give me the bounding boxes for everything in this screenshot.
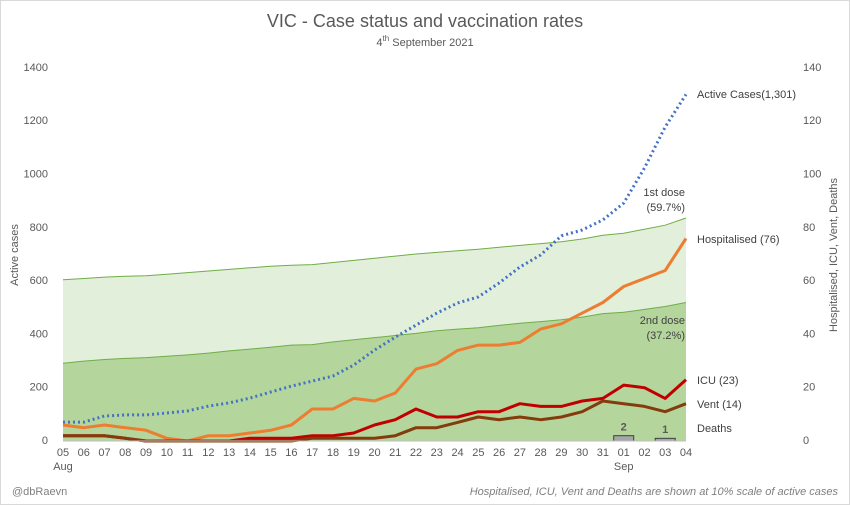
- x-tick-label: 28: [535, 447, 547, 459]
- x-tick-label: 19: [348, 447, 360, 459]
- y-tick-label: 1000: [24, 168, 48, 180]
- y2-tick-label: 0: [803, 435, 809, 447]
- y-tick-label: 1200: [24, 115, 48, 127]
- series-label: (59.7%): [646, 202, 685, 214]
- y2-tick-label: 140: [803, 62, 821, 74]
- x-tick-label: 05: [57, 447, 69, 459]
- x-tick-label: 18: [327, 447, 339, 459]
- x-tick-label: 12: [202, 447, 214, 459]
- y2-tick-label: 20: [803, 382, 815, 394]
- series-label: 1st dose: [643, 187, 685, 199]
- area-line: [62, 302, 687, 364]
- x-month-label: Aug: [53, 461, 73, 473]
- x-tick-label: 14: [244, 447, 256, 459]
- x-tick-label: 13: [223, 447, 235, 459]
- footnote: Hospitalised, ICU, Vent and Deaths are s…: [470, 486, 839, 498]
- bar: [613, 435, 635, 442]
- series-label: Vent (14): [697, 399, 742, 411]
- x-tick-label: 17: [306, 447, 318, 459]
- y2-tick-label: 60: [803, 275, 815, 287]
- line: [62, 237, 688, 443]
- x-tick-label: 31: [597, 447, 609, 459]
- series-label: ICU (23): [697, 375, 739, 387]
- y-tick-label: 200: [30, 382, 48, 394]
- series-label: Active Cases(1,301): [697, 89, 796, 101]
- y2-tick-label: 120: [803, 115, 821, 127]
- x-tick-label: 26: [493, 447, 505, 459]
- x-tick-label: 02: [638, 447, 650, 459]
- x-tick-label: 07: [98, 447, 110, 459]
- subtitle-rest: September 2021: [389, 37, 473, 49]
- area-line: [62, 217, 687, 281]
- x-tick-label: 27: [514, 447, 526, 459]
- line: [63, 93, 688, 424]
- y2-tick-label: 80: [803, 222, 815, 234]
- y2-tick-label: 100: [803, 168, 821, 180]
- subtitle-suffix: th: [383, 34, 390, 43]
- data-label: 1: [662, 424, 668, 436]
- y-axis-title: Active cases: [9, 224, 21, 286]
- y-tick-label: 0: [42, 435, 48, 447]
- y-tick-label: 600: [30, 275, 48, 287]
- x-tick-label: 11: [182, 447, 193, 459]
- chart-title: VIC - Case status and vaccination rates: [267, 11, 583, 31]
- x-tick-label: 25: [472, 447, 484, 459]
- data-label: 2: [621, 422, 627, 434]
- x-tick-label: 09: [140, 447, 152, 459]
- x-tick-label: 08: [119, 447, 131, 459]
- chart-subtitle: 4th September 2021: [376, 34, 473, 49]
- x-tick-label: 24: [451, 447, 463, 459]
- y-tick-label: 1400: [24, 62, 48, 74]
- x-tick-label: 20: [368, 447, 380, 459]
- y-tick-label: 400: [30, 328, 48, 340]
- x-tick-label: 23: [431, 447, 443, 459]
- series-label: 2nd dose: [640, 315, 685, 327]
- series-label: Hospitalised (76): [697, 234, 780, 246]
- x-tick-label: 01: [618, 447, 630, 459]
- x-tick-label: 06: [78, 447, 90, 459]
- x-tick-label: 15: [265, 447, 277, 459]
- x-month-label: Sep: [614, 461, 634, 473]
- x-tick-label: 04: [680, 447, 692, 459]
- series-label: (37.2%): [646, 330, 685, 342]
- x-tick-label: 29: [555, 447, 567, 459]
- x-tick-label: 30: [576, 447, 588, 459]
- subtitle-day: 4: [376, 37, 382, 49]
- x-tick-label: 03: [659, 447, 671, 459]
- y2-tick-label: 40: [803, 328, 815, 340]
- y2-axis-title: Hospitalised, ICU, Vent, Deaths: [828, 177, 840, 332]
- series-label: Deaths: [697, 423, 732, 435]
- x-tick-label: 21: [389, 447, 401, 459]
- x-tick-label: 22: [410, 447, 422, 459]
- x-tick-label: 16: [285, 447, 297, 459]
- y-tick-label: 800: [30, 222, 48, 234]
- credit: @dbRaevn: [12, 486, 67, 498]
- x-tick-label: 10: [161, 447, 173, 459]
